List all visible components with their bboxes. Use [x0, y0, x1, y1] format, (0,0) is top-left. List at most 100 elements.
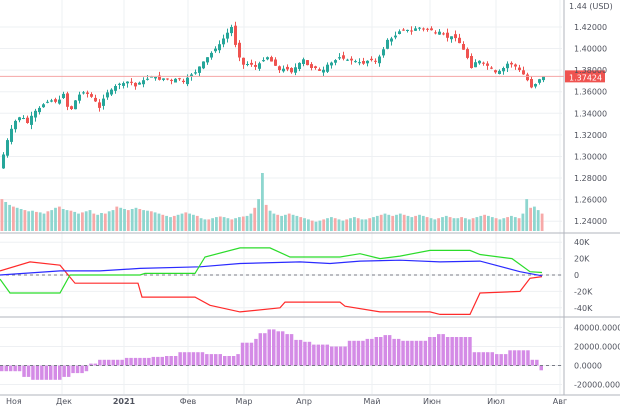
- candle-body: [194, 72, 197, 74]
- candle-body: [246, 64, 249, 65]
- candle-body: [98, 102, 101, 108]
- candle-body: [342, 55, 345, 59]
- net-position-bar: [209, 354, 214, 366]
- volume-bar: [253, 207, 257, 231]
- candle-body: [250, 62, 253, 65]
- price-tick-label: 1.32000: [574, 131, 607, 140]
- net-position-bar: [173, 356, 178, 366]
- volume-bar: [0, 199, 4, 231]
- volume-bar: [356, 218, 360, 231]
- candle-body: [474, 62, 477, 68]
- net-position-bar: [330, 346, 334, 366]
- volume-bar: [464, 218, 467, 231]
- volume-bar: [176, 214, 180, 231]
- candle-body: [290, 68, 293, 73]
- volume-bar: [372, 217, 375, 231]
- net-position-bar: [530, 359, 535, 366]
- volume-bar: [230, 219, 234, 231]
- net-position-bar: [414, 340, 419, 366]
- net-position-bar: [316, 344, 321, 366]
- candle-body: [262, 60, 265, 62]
- net-position-bar: [463, 337, 468, 366]
- candle-body: [74, 100, 77, 110]
- net-position-bar: [272, 329, 276, 366]
- candle-body: [78, 94, 81, 101]
- candle-body: [150, 76, 153, 78]
- net-position-bar: [405, 340, 410, 366]
- volume-bar: [149, 211, 153, 231]
- net-position-bar: [383, 335, 387, 366]
- volume-bar: [50, 210, 54, 231]
- net-position-bar: [84, 365, 89, 372]
- volume-bar: [333, 218, 337, 231]
- volume-bar: [207, 219, 211, 231]
- net-position-bar: [517, 350, 521, 366]
- volume-bar: [421, 215, 425, 231]
- volume-bar: [203, 219, 207, 231]
- volume-bar: [111, 210, 115, 231]
- candle-body: [210, 52, 213, 58]
- net-position-bar: [98, 359, 102, 366]
- candle-body: [202, 61, 205, 69]
- time-axis-label: Апр: [296, 397, 312, 406]
- volume-bar: [234, 218, 237, 231]
- volume-bar: [238, 217, 241, 231]
- net-position-bar: [298, 339, 303, 366]
- net-position-bar: [343, 346, 347, 366]
- net-position-bar: [196, 352, 200, 366]
- net-position-bar: [441, 334, 445, 366]
- net-position-bar: [169, 356, 173, 366]
- candle-body: [162, 78, 165, 80]
- candle-body: [366, 60, 369, 64]
- volume-bar: [46, 211, 50, 231]
- net-position-bar: [459, 337, 463, 366]
- net-position-bar: [401, 340, 405, 366]
- volume-bar: [295, 215, 299, 231]
- candle-body: [114, 86, 117, 91]
- volume-bar: [245, 215, 249, 231]
- net-position-bar: [49, 365, 53, 380]
- volume-bar: [310, 220, 314, 231]
- price-tick-label: 1.40000: [574, 45, 607, 54]
- net-position-bar: [312, 344, 316, 366]
- volume-bar: [487, 215, 490, 231]
- candle-body: [6, 140, 9, 156]
- net-position-bar: [472, 352, 477, 366]
- price-tick-label: 1.30000: [574, 152, 607, 161]
- candle-body: [538, 79, 541, 83]
- volume-bar: [299, 217, 303, 231]
- candle-body: [306, 60, 309, 66]
- volume-bar: [452, 218, 456, 231]
- currency-label: 1.44 (USD): [569, 2, 613, 11]
- net-position-bar: [71, 365, 75, 374]
- volume-bar: [364, 219, 368, 231]
- candle-body: [258, 63, 261, 69]
- net-position-bar: [8, 365, 13, 372]
- net-position-bar: [289, 334, 294, 366]
- volume-bar: [180, 213, 184, 231]
- volume-bar: [303, 218, 306, 231]
- volume-bar: [360, 219, 364, 231]
- volume-bar: [276, 214, 280, 231]
- volume-bar: [425, 217, 429, 231]
- net-position-bar: [133, 357, 138, 366]
- cot-tick-label: -20K: [574, 287, 593, 296]
- volume-bar: [65, 210, 69, 231]
- volume-bar: [314, 221, 318, 231]
- candle-body: [26, 117, 29, 123]
- volume-bar: [96, 214, 100, 231]
- net-position-bar: [356, 340, 361, 366]
- price-tick-label: 1.34000: [574, 109, 607, 118]
- volume-bar: [291, 214, 295, 231]
- candle-body: [130, 81, 133, 83]
- net-position-bar: [477, 352, 481, 366]
- volume-bar: [533, 206, 536, 231]
- volume-bar: [410, 217, 414, 231]
- candle-body: [166, 78, 169, 80]
- volume-bar: [261, 173, 264, 231]
- candle-body: [2, 154, 5, 169]
- net-position-bar: [178, 352, 182, 366]
- candle-body: [490, 67, 493, 69]
- volume-bar: [31, 210, 34, 231]
